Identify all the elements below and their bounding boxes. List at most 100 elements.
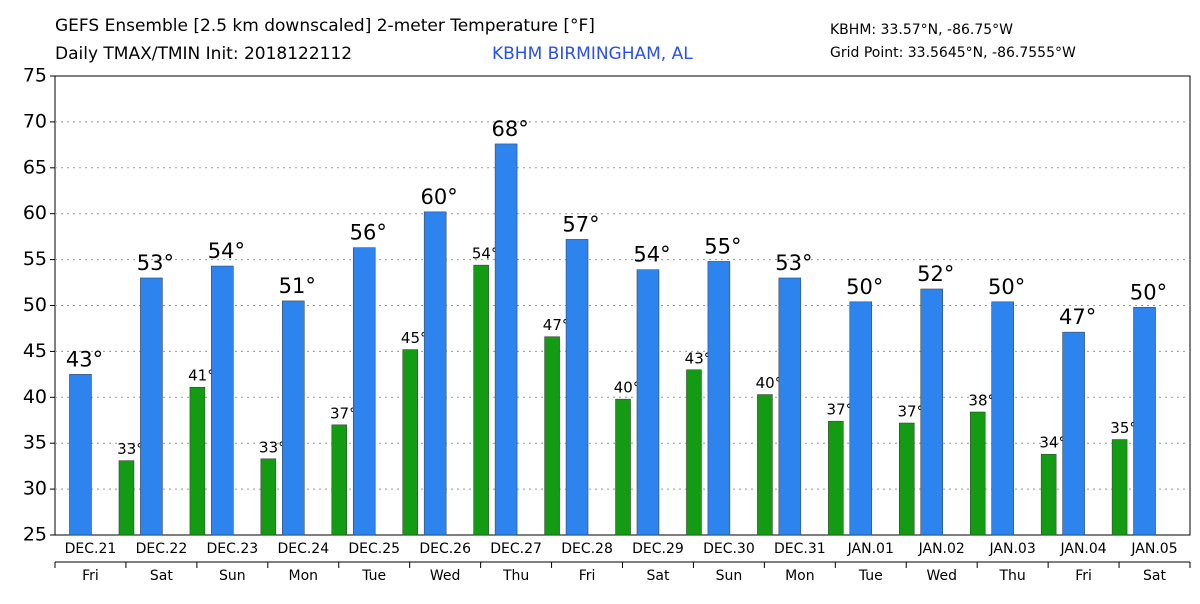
x-tick-label: DEC.22 xyxy=(136,541,188,557)
weekday-label: Mon xyxy=(785,568,815,584)
value-label: 57° xyxy=(562,212,599,236)
value-label: 50° xyxy=(846,275,883,299)
bar xyxy=(778,277,802,536)
value-label: 54° xyxy=(208,239,245,263)
y-tick-label: 55 xyxy=(23,248,47,270)
x-tick-label: DEC.28 xyxy=(561,541,613,557)
x-tick-label: DEC.23 xyxy=(207,541,259,557)
value-label: 37° xyxy=(827,401,854,419)
y-tick-label: 25 xyxy=(23,524,47,546)
bar xyxy=(211,265,234,536)
weekday-label: Sun xyxy=(716,568,743,584)
value-label: 53° xyxy=(137,251,174,275)
bar xyxy=(260,458,277,536)
value-label: 54° xyxy=(472,245,499,263)
weekday-label: Sat xyxy=(1143,568,1166,584)
bar xyxy=(686,369,702,536)
x-tick-label: JAN.03 xyxy=(989,541,1036,557)
bar xyxy=(352,247,376,536)
bar xyxy=(402,349,418,536)
bar xyxy=(494,143,518,536)
weekday-label: Fri xyxy=(1075,568,1092,584)
x-tick-label: DEC.31 xyxy=(774,541,826,557)
weekday-label: Thu xyxy=(502,568,529,584)
chart-subtitle: Daily TMAX/TMIN Init: 2018122112 xyxy=(55,44,352,64)
bar xyxy=(849,301,873,536)
value-label: 45° xyxy=(401,329,428,347)
x-tick-label: DEC.26 xyxy=(419,541,471,557)
weekday-label: Fri xyxy=(82,568,99,584)
value-label: 55° xyxy=(704,234,741,258)
x-tick-label: DEC.30 xyxy=(703,541,755,557)
value-label: 37° xyxy=(330,404,357,422)
bar xyxy=(544,336,560,536)
bar xyxy=(473,264,489,536)
bar xyxy=(828,420,844,536)
chart-title: GEFS Ensemble [2.5 km downscaled] 2-mete… xyxy=(55,16,595,36)
bar xyxy=(1133,307,1156,536)
bar xyxy=(118,460,135,536)
station-name: KBHM BIRMINGHAM, AL xyxy=(492,44,693,64)
y-tick-label: 65 xyxy=(23,156,47,178)
weekday-label: Tue xyxy=(361,568,386,584)
weekday-label: Thu xyxy=(999,568,1026,584)
bar xyxy=(615,398,631,536)
bar xyxy=(140,277,163,536)
value-label: 50° xyxy=(988,275,1025,299)
bar xyxy=(757,394,773,536)
bar xyxy=(920,288,943,536)
x-tick-label: JAN.02 xyxy=(918,541,965,557)
x-tick-label: DEC.21 xyxy=(65,541,117,557)
value-label: 37° xyxy=(897,403,924,421)
bar xyxy=(899,422,915,536)
bar xyxy=(636,269,660,536)
value-label: 56° xyxy=(350,221,387,245)
value-label: 34° xyxy=(1039,434,1066,452)
x-tick-label: DEC.29 xyxy=(632,541,684,557)
weekday-label: Sat xyxy=(150,568,173,584)
bar xyxy=(969,411,986,536)
value-label: 33° xyxy=(117,440,144,458)
y-tick-label: 35 xyxy=(23,432,47,454)
value-label: 47° xyxy=(1059,305,1096,329)
value-label: 60° xyxy=(421,185,458,209)
x-tick-label: DEC.24 xyxy=(277,541,329,557)
y-tick-label: 75 xyxy=(23,65,47,87)
bar xyxy=(423,211,447,536)
y-tick-label: 45 xyxy=(23,340,47,362)
bar xyxy=(1040,453,1057,536)
value-label: 68° xyxy=(491,117,528,141)
weekday-label: Mon xyxy=(289,568,319,584)
bar xyxy=(991,301,1014,536)
weekday-label: Sun xyxy=(219,568,246,584)
weekday-label: Wed xyxy=(430,568,461,584)
bar xyxy=(1111,439,1128,536)
value-label: 52° xyxy=(917,262,954,286)
value-label: 40° xyxy=(614,379,641,397)
x-tick-label: JAN.01 xyxy=(847,541,894,557)
x-tick-label: JAN.05 xyxy=(1130,541,1177,557)
station-coords: KBHM: 33.57°N, -86.75°W xyxy=(830,22,1013,38)
value-label: 54° xyxy=(633,243,670,267)
weekday-label: Fri xyxy=(579,568,596,584)
weekday-label: Tue xyxy=(858,568,883,584)
x-tick-label: DEC.25 xyxy=(348,541,400,557)
value-label: 53° xyxy=(775,251,812,275)
weekday-label: Sat xyxy=(646,568,669,584)
value-label: 51° xyxy=(279,274,316,298)
bar xyxy=(331,424,348,536)
value-label: 38° xyxy=(968,391,995,409)
bar xyxy=(189,386,206,536)
grid-point: Grid Point: 33.5645°N, -86.7555°W xyxy=(830,45,1076,61)
y-tick-label: 60 xyxy=(23,202,47,224)
bar xyxy=(282,300,305,536)
value-label: 35° xyxy=(1110,419,1137,437)
bar xyxy=(69,374,92,536)
value-label: 40° xyxy=(756,374,783,392)
y-tick-label: 40 xyxy=(23,386,47,408)
value-label: 43° xyxy=(685,349,712,367)
x-tick-label: JAN.04 xyxy=(1059,541,1106,557)
weekday-label: Wed xyxy=(926,568,957,584)
value-label: 47° xyxy=(543,316,570,334)
